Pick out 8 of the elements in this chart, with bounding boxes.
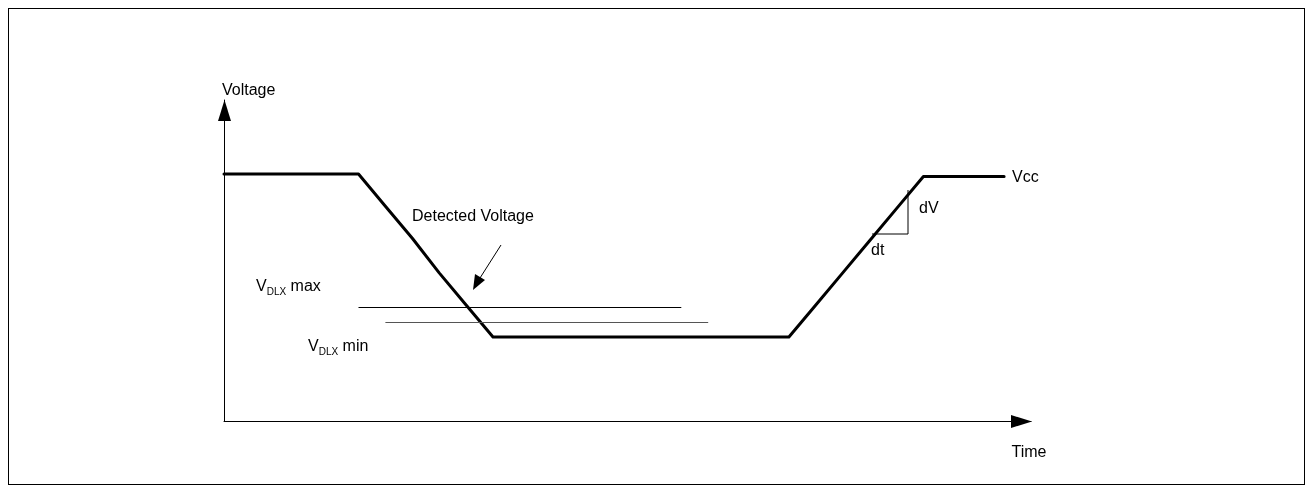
x-axis-title: Time bbox=[1011, 442, 1047, 460]
annotation: dt bbox=[871, 240, 885, 258]
ref-line-label: V$_{DLX}$ max bbox=[256, 277, 321, 300]
annotation: dV bbox=[919, 198, 939, 216]
ref-line-label: V$_{DLX}$ min bbox=[308, 337, 369, 360]
y-axis-title: Voltage bbox=[222, 80, 276, 98]
series-label: Vcc bbox=[1012, 168, 1039, 186]
annotation: Detected Voltage bbox=[412, 206, 534, 224]
